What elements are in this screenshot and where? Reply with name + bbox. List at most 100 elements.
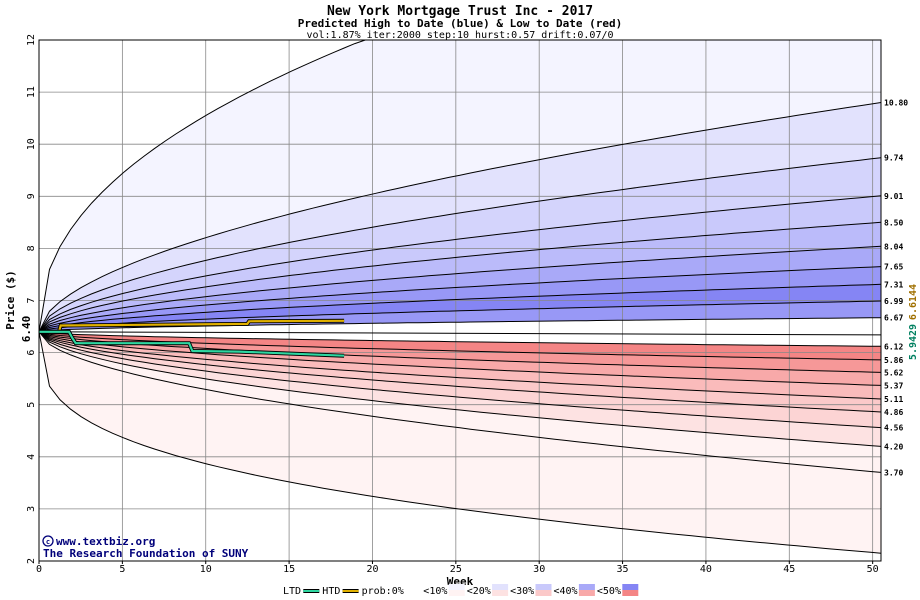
high-band-5	[39, 246, 881, 332]
y-tick-10: 10	[26, 138, 37, 150]
band-end-label-8: 6.67	[884, 314, 903, 323]
high-boundary-4	[38, 245, 882, 333]
legend-swatch-low-3	[448, 590, 465, 596]
y-tick-9: 9	[26, 193, 37, 199]
band-end-label-2: 9.01	[884, 192, 903, 201]
band-end-label-16: 4.20	[884, 442, 903, 451]
low-boundary-4	[38, 331, 882, 400]
low-band-7	[39, 331, 881, 473]
low-boundary-7	[38, 331, 882, 447]
credit-foundation: The Research Foundation of SUNY	[43, 547, 249, 560]
median-line	[38, 331, 882, 336]
x-tick-20: 20	[366, 564, 378, 575]
band-end-label-12: 5.37	[884, 381, 903, 390]
y-tick-11: 11	[26, 86, 37, 98]
low-band-8	[39, 331, 881, 554]
credits: c www.textbiz.org The Research Foundatio…	[42, 535, 249, 560]
low-boundary-5	[38, 331, 882, 413]
y-tick-labels: 2 3 4 5 6 7 8 9 10 11 12	[26, 34, 37, 564]
low-boundary-2	[38, 331, 882, 373]
y-tick-2: 2	[26, 558, 37, 564]
band-end-label-4: 8.04	[884, 242, 903, 251]
high-band-3	[39, 195, 881, 332]
y-tick-8: 8	[26, 245, 37, 251]
legend-swatch-high-4	[492, 584, 509, 590]
x-tick-0: 0	[36, 564, 42, 575]
high-band-1	[39, 102, 881, 332]
high-band-0	[39, 40, 881, 332]
x-tick-35: 35	[617, 564, 629, 575]
legend-swatch-high-5	[535, 584, 552, 590]
probability-bands	[39, 40, 881, 554]
band-end-label-7: 6.99	[884, 297, 903, 306]
y-axis-label: Price ($)	[4, 270, 17, 330]
y-tick-7: 7	[26, 297, 37, 303]
legend-swatch-low-5	[535, 590, 552, 596]
chart-params: vol:1.87% iter:2000 step:10 hurst:0.57 d…	[306, 30, 613, 41]
legend-swatch-low-4	[492, 590, 509, 596]
low-band-3	[39, 331, 881, 399]
high-band-4	[39, 222, 881, 332]
band-end-label-13: 5.11	[884, 395, 903, 404]
x-tick-15: 15	[283, 564, 295, 575]
ltd-path	[39, 330, 345, 357]
low-band-2	[39, 331, 881, 386]
legend-swatch-high-2	[405, 584, 422, 590]
band-end-label-10: 5.86	[884, 356, 903, 365]
legend-swatch-high-3	[448, 584, 465, 590]
band-end-label-6: 7.31	[884, 280, 903, 289]
band-end-label-5: 7.65	[884, 263, 903, 272]
high-band-2	[39, 157, 881, 332]
x-tick-25: 25	[450, 564, 462, 575]
high-boundary-7	[38, 300, 882, 333]
low-band-6	[39, 331, 881, 447]
legend-swatch-low-2	[405, 590, 422, 596]
y-tick-6: 6	[26, 350, 37, 356]
start-price-label: 6.40	[20, 316, 33, 343]
copyright-icon	[42, 535, 54, 547]
low-boundary-3	[38, 331, 882, 386]
chart-title: New York Mortgage Trust Inc - 2017	[327, 4, 593, 19]
band-end-label-9: 6.12	[884, 342, 903, 351]
legend-swatch-high-6	[578, 584, 595, 590]
x-tick-50: 50	[867, 564, 879, 575]
price-paths	[39, 318, 345, 358]
x-tick-10: 10	[200, 564, 212, 575]
low-boundary-8	[38, 331, 882, 473]
y-tick-4: 4	[26, 454, 37, 460]
legend-swatch-low-6	[578, 590, 595, 596]
legend-label-htd: HTD	[322, 586, 340, 597]
legend-label-4: <20%	[467, 586, 491, 597]
low-boundary-0	[38, 331, 882, 347]
legend-label-3: <10%	[423, 586, 447, 597]
plot-frame	[38, 39, 882, 562]
y-tick-3: 3	[26, 506, 37, 512]
high-boundary-1	[38, 157, 882, 333]
x-tick-40: 40	[700, 564, 712, 575]
low-band-5	[39, 331, 881, 428]
legend-swatch-high-7	[622, 584, 639, 590]
band-end-labels: 10.80 9.74 9.01 8.50 8.04 7.65 7.31 6.99 6.67 6.1…	[884, 99, 908, 478]
legend: LTD HTD prob:0% <10% <20% <30% <40% <50%	[283, 584, 639, 597]
x-tick-45: 45	[783, 564, 795, 575]
final-high-label: 6.6144	[908, 284, 919, 320]
legend-label-ltd: LTD	[283, 586, 301, 597]
band-end-label-1: 9.74	[884, 154, 903, 163]
high-boundary-0	[38, 102, 882, 333]
high-boundary-6	[38, 283, 882, 333]
lower-extreme-line	[38, 331, 882, 554]
copyright-icon-glyph: c	[46, 538, 50, 546]
band-end-label-15: 4.56	[884, 424, 903, 433]
credit-website: www.textbiz.org	[56, 535, 155, 548]
band-end-label-11: 5.62	[884, 368, 903, 377]
high-boundary-5	[38, 266, 882, 333]
x-tick-30: 30	[533, 564, 545, 575]
legend-label-2: prob:0%	[362, 586, 404, 597]
low-band-1	[39, 331, 881, 373]
low-boundary-6	[38, 331, 882, 429]
band-end-label-0: 10.80	[884, 99, 908, 108]
legend-swatch-low-7	[622, 590, 639, 596]
chart-subtitle: Predicted High to Date (blue) & Low to D…	[298, 17, 623, 30]
legend-label-7: <50%	[597, 586, 621, 597]
